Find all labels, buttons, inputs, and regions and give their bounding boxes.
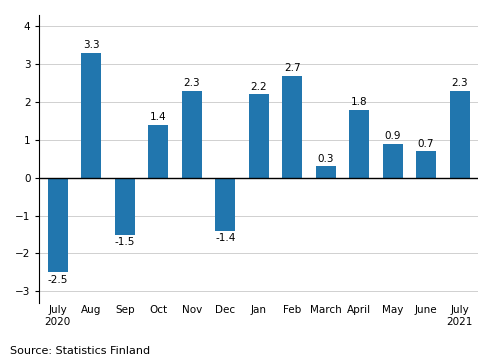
Bar xyxy=(81,53,102,178)
Bar xyxy=(248,94,269,178)
Bar xyxy=(48,178,68,273)
Bar xyxy=(282,76,302,178)
Text: 2.7: 2.7 xyxy=(284,63,301,73)
Bar xyxy=(383,144,403,178)
Bar xyxy=(349,109,369,178)
Text: -1.4: -1.4 xyxy=(215,233,236,243)
Bar xyxy=(148,125,168,178)
Bar xyxy=(182,91,202,178)
Text: 2.3: 2.3 xyxy=(183,78,200,88)
Text: 1.4: 1.4 xyxy=(150,112,167,122)
Text: 1.8: 1.8 xyxy=(351,97,367,107)
Text: 2.3: 2.3 xyxy=(451,78,468,88)
Text: -2.5: -2.5 xyxy=(48,275,68,285)
Text: -1.5: -1.5 xyxy=(114,237,135,247)
Bar xyxy=(450,91,470,178)
Text: 0.7: 0.7 xyxy=(418,139,434,149)
Text: 0.3: 0.3 xyxy=(317,154,334,164)
Text: 3.3: 3.3 xyxy=(83,40,100,50)
Text: Source: Statistics Finland: Source: Statistics Finland xyxy=(10,346,150,356)
Text: 2.2: 2.2 xyxy=(250,82,267,92)
Text: 0.9: 0.9 xyxy=(385,131,401,141)
Bar xyxy=(316,166,336,178)
Bar xyxy=(416,151,436,178)
Bar xyxy=(115,178,135,234)
Bar xyxy=(215,178,235,231)
